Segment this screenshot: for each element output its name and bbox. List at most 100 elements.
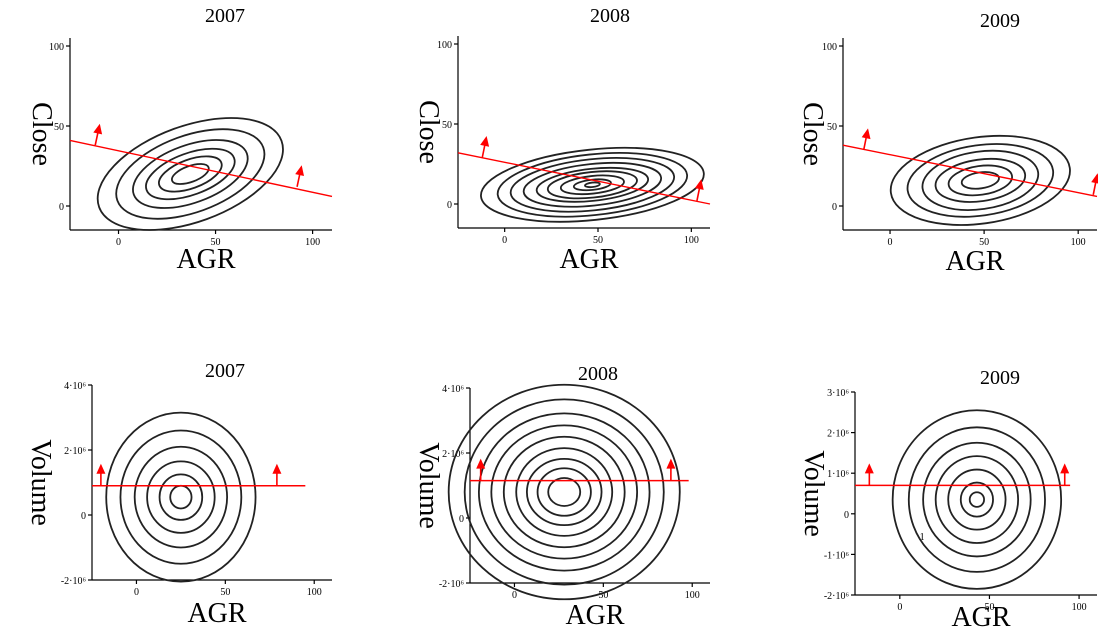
- x-tick-label: 50: [984, 602, 994, 613]
- contour-level-5: [947, 164, 1013, 197]
- contour-level-5: [158, 473, 204, 521]
- contour-level-4: [934, 455, 1020, 544]
- contour-level-3: [133, 445, 229, 549]
- chart-title: 2009: [980, 10, 1020, 32]
- contour-level-4: [146, 460, 216, 534]
- contour-level-1: [891, 409, 1063, 590]
- chart-title: 2007: [205, 360, 245, 382]
- y-tick-label: 2·10⁶: [64, 446, 86, 457]
- y-tick-label: 3·10⁶: [827, 388, 849, 399]
- x-tick-label: 0: [116, 237, 121, 248]
- contour-level-3: [921, 149, 1040, 211]
- x-tick-label: 100: [684, 235, 699, 246]
- contour-level-1: [105, 411, 257, 583]
- contour-level-7: [559, 174, 625, 196]
- chart-title: 2008: [590, 5, 630, 27]
- x-tick-label: 50: [593, 235, 603, 246]
- arrow-head: [272, 463, 282, 474]
- contour-level-1: [447, 383, 681, 601]
- y-tick-label: 0: [59, 202, 64, 213]
- y-tick-label: 50: [827, 122, 837, 133]
- contour-level-7: [525, 457, 603, 527]
- x-tick-label: 100: [1071, 237, 1086, 248]
- x-tick-label: 0: [134, 587, 139, 598]
- y-tick-label: 100: [49, 42, 64, 53]
- y-tick-label: 4·10⁶: [64, 381, 86, 392]
- y-tick-label: 50: [54, 122, 64, 133]
- chart-title: 2008: [578, 363, 618, 385]
- contour-level-6: [546, 170, 638, 200]
- separator-line: [69, 139, 333, 198]
- x-axis-label: AGR: [559, 244, 618, 275]
- axes: 0 50 100 0 50 100: [822, 38, 1097, 248]
- contour-set: [96, 117, 284, 231]
- contour-level-4: [934, 157, 1027, 203]
- y-tick-label: 0: [459, 514, 464, 525]
- axes: 0 50 100 0 50 100: [49, 38, 332, 248]
- normal-arrow: [295, 165, 304, 187]
- arrow-head: [96, 463, 106, 474]
- x-tick-label: 0: [897, 602, 902, 613]
- normal-arrow: [476, 458, 486, 481]
- y-axis-label: Volume: [413, 442, 444, 529]
- y-tick-label: 0: [81, 511, 86, 522]
- contour-level-3: [132, 139, 249, 209]
- contour-level-2: [907, 426, 1046, 573]
- x-axis-label: AGR: [565, 600, 624, 631]
- contour-level-1: [96, 117, 284, 231]
- contour-panel-2: 0 50 100 0 50 100 2008 AGR Close: [413, 5, 711, 275]
- arrow-head: [694, 179, 704, 190]
- y-tick-label: 50: [442, 120, 452, 131]
- arrow-head: [93, 123, 103, 135]
- normal-arrow: [93, 123, 103, 146]
- axes: 0 50 100 0 50 100: [437, 36, 710, 246]
- contour-set: [480, 146, 705, 223]
- y-tick-label: 0: [832, 202, 837, 213]
- x-tick-label: 0: [512, 590, 517, 601]
- contour-level-3: [509, 157, 676, 213]
- contour-level-4: [490, 424, 639, 560]
- arrow-head: [480, 136, 490, 147]
- y-axis-label: Volume: [25, 439, 56, 526]
- x-axis-label: AGR: [951, 602, 1010, 633]
- arrow-head: [864, 463, 874, 474]
- contour-level-9: [547, 477, 582, 507]
- contour-set: [447, 383, 681, 601]
- x-tick-label: 50: [979, 237, 989, 248]
- contour-set: [891, 409, 1063, 590]
- contour-level-2: [496, 152, 689, 218]
- chart-title: 2007: [205, 5, 245, 27]
- normal-arrow: [272, 463, 282, 486]
- arrow-head: [861, 128, 871, 140]
- separator-line: [457, 152, 711, 205]
- y-tick-label: 100: [822, 42, 837, 53]
- contour-level-5: [535, 166, 650, 203]
- contour-level-4: [145, 147, 236, 201]
- contour-level-2: [463, 398, 665, 586]
- contour-level-5: [158, 155, 223, 193]
- contour-panel-1: 0 50 100 0 50 100 2007 AGR Close: [26, 5, 333, 275]
- x-axis-label: AGR: [187, 598, 246, 629]
- y-tick-label: 0: [447, 200, 452, 211]
- y-tick-label: -1·10⁶: [824, 550, 850, 561]
- contour-level-1: [480, 146, 705, 223]
- y-tick-label: 1·10⁶: [827, 469, 849, 480]
- y-tick-label: -2·10⁶: [61, 576, 87, 587]
- x-axis-label: AGR: [176, 244, 235, 275]
- y-tick-label: -2·10⁶: [439, 579, 465, 590]
- y-axis-label: Close: [413, 100, 444, 164]
- contour-level-7: [968, 491, 985, 508]
- y-tick-label: 0: [844, 510, 849, 521]
- arrow-head: [1060, 463, 1070, 474]
- contour-level-6: [959, 481, 994, 518]
- contour-level-4: [522, 161, 663, 208]
- normal-arrow: [1060, 463, 1070, 486]
- contour-level-2: [906, 143, 1055, 218]
- arrow-head: [476, 458, 486, 469]
- contour-set: [889, 134, 1071, 226]
- axes: 0 50 100 -2·10⁶ -1·10⁶ 0 1·10⁶ 2·10⁶ 3·10⁶: [824, 388, 1097, 613]
- normal-arrow: [480, 136, 490, 158]
- y-tick-label: 100: [437, 40, 452, 51]
- normal-arrow: [694, 179, 704, 201]
